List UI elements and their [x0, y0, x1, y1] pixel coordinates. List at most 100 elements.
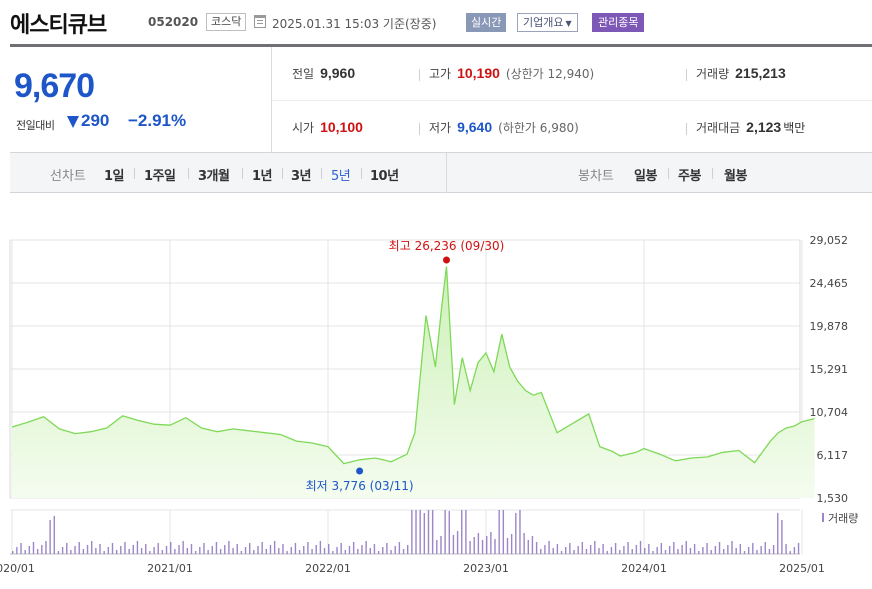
volume-bar — [323, 548, 326, 554]
stock-header: 에스티큐브 052020 코스닥 2025.01.31 15:03 기준(장중)… — [0, 0, 872, 47]
volume-bar — [789, 551, 791, 554]
tab-3y[interactable]: 3년 — [291, 169, 312, 184]
volume-bar — [448, 511, 450, 554]
volume-bar — [469, 541, 471, 554]
volume-bar — [531, 536, 534, 554]
volume-bar — [53, 516, 55, 554]
volume-bar — [311, 549, 313, 554]
volume-bar — [236, 544, 238, 554]
stat-separator — [686, 69, 687, 81]
tab-10y[interactable]: 10년 — [370, 169, 399, 184]
volume-bar — [440, 536, 442, 554]
tab-weekly-candle[interactable]: 주봉 — [678, 169, 701, 184]
volume-bar — [228, 541, 230, 554]
volume-bar — [132, 545, 134, 554]
volume-bar — [644, 548, 646, 554]
volume-bar — [244, 547, 247, 554]
volume-bar — [348, 546, 351, 554]
volume-bar — [328, 544, 330, 554]
volume-bar — [477, 533, 480, 554]
tab-daily-candle[interactable]: 일봉 — [634, 169, 657, 184]
x-tick-label: 2020/01 — [0, 562, 35, 575]
volume-bar — [573, 550, 575, 554]
volume-bar — [344, 550, 347, 554]
volume-bar — [332, 551, 334, 554]
volume-bar — [336, 547, 338, 554]
volume-bar — [111, 543, 114, 554]
volume-bar — [407, 545, 409, 554]
stat-separator — [686, 123, 687, 135]
volume-bar — [693, 544, 696, 554]
volume-bar — [340, 543, 342, 554]
volume-bar — [203, 543, 205, 554]
tab-1d[interactable]: 1일 — [104, 169, 125, 184]
volume-bar — [752, 543, 754, 554]
tab-monthly-candle[interactable]: 월봉 — [724, 169, 747, 184]
volume-bar — [677, 549, 679, 554]
current-price-box: 9,670 전일대비 290 −2.91% — [10, 47, 272, 153]
volume-bar — [124, 542, 126, 554]
company-overview-label: 기업개요 — [523, 16, 564, 29]
current-price: 9,670 — [14, 67, 95, 105]
x-tick-label: 2022/01 — [305, 562, 351, 575]
volume-bar — [423, 513, 426, 554]
tab-1w[interactable]: 1주일 — [144, 169, 176, 184]
tab-1y[interactable]: 1년 — [252, 169, 273, 184]
tab-5y[interactable]: 5년 — [331, 169, 351, 184]
realtime-button[interactable]: 실시간 — [466, 13, 507, 32]
volume-bar — [186, 548, 189, 554]
y-tick-label: 29,052 — [810, 234, 849, 247]
volume-bar — [91, 541, 93, 554]
tab-3m[interactable]: 3개월 — [198, 169, 230, 184]
volume-bar — [174, 549, 176, 554]
volume-bar — [82, 549, 85, 554]
volume-bar — [540, 549, 542, 554]
volume-bar — [519, 510, 521, 554]
volume-bar — [373, 544, 376, 554]
company-overview-dropdown[interactable]: 기업개요 ▼ — [517, 13, 578, 32]
volume-bar — [797, 543, 800, 554]
volume-bar — [527, 540, 529, 554]
low-annotation: 최저 3,776 (03/11) — [306, 479, 414, 493]
tab-separator — [242, 168, 243, 179]
volume-bar — [702, 547, 704, 554]
volume-bar — [219, 549, 222, 554]
volume-bar — [552, 548, 554, 554]
volume-bar — [685, 541, 687, 554]
volume-bar — [319, 541, 322, 554]
volume-bar — [107, 547, 110, 554]
volume-bar — [427, 510, 430, 554]
volume-bar — [136, 541, 139, 554]
volume-bar — [772, 545, 775, 554]
volume-bar — [361, 545, 363, 554]
x-tick-label: 2024/01 — [621, 562, 667, 575]
volume-bar — [668, 546, 671, 554]
volume-bar — [781, 520, 783, 554]
volume-bar — [249, 543, 251, 554]
stat-separator — [419, 69, 420, 81]
volume-bar — [199, 547, 201, 554]
volume-bar — [57, 551, 60, 554]
volume-bar — [548, 541, 550, 554]
volume-bar — [190, 544, 193, 554]
volume-legend-label: 거래량 — [828, 512, 858, 525]
volume-bar — [606, 551, 608, 554]
price-panel: 9,670 전일대비 290 −2.91% 전일 9,960 고가 10,190 (상… — [10, 47, 872, 153]
volume-bar — [735, 548, 737, 554]
volume-bar — [648, 544, 650, 554]
volume-bar — [673, 542, 675, 554]
volume-bar — [232, 548, 234, 554]
management-stock-badge[interactable]: 관리종목 — [592, 13, 645, 32]
header-divider — [10, 44, 872, 47]
volume-bar — [128, 549, 130, 554]
volume-bar — [718, 542, 721, 554]
y-tick-label: 19,878 — [810, 320, 849, 333]
volume-bar — [357, 549, 359, 554]
volume-bar — [140, 548, 143, 554]
tab-separator — [282, 168, 283, 179]
candle-chart-label: 봉차트 — [578, 169, 614, 184]
volume-bar — [731, 541, 733, 554]
volume-bar — [681, 545, 683, 554]
volume-bar — [290, 547, 292, 554]
